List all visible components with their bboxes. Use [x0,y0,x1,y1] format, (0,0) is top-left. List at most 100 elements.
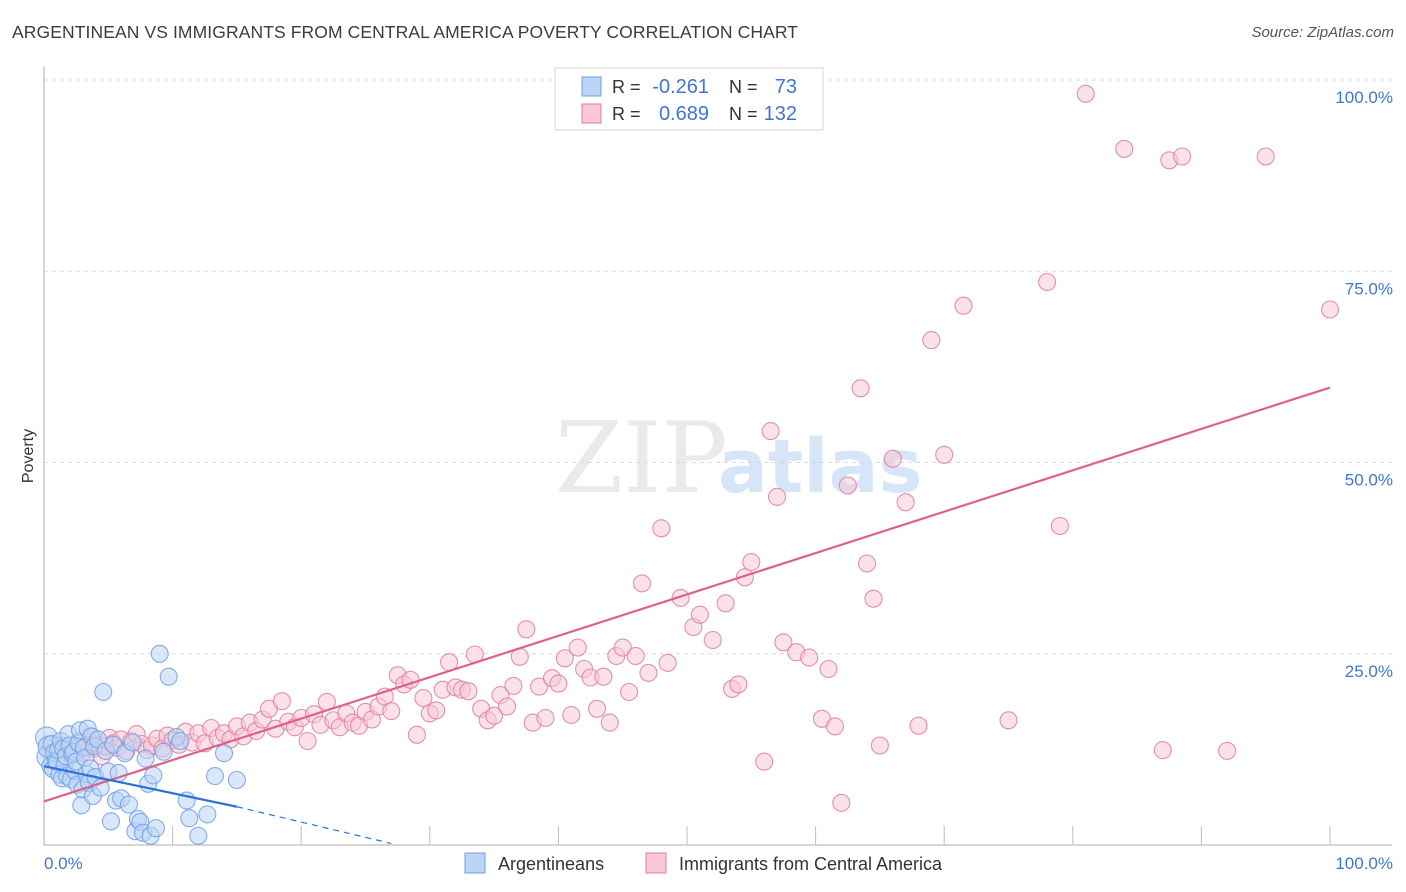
data-point [761,422,780,441]
data-point [198,805,217,824]
data-point [549,674,568,693]
data-point [800,648,819,667]
data-point [154,742,173,761]
data-point [189,826,208,845]
data-point [497,697,517,716]
data-point [819,659,838,679]
data-point [600,713,619,732]
data-point [568,638,587,657]
watermark-zip: ZIP [555,402,728,516]
data-point [1153,741,1172,760]
legend-swatch-bottom-0 [464,852,486,874]
data-point [214,744,234,763]
legend-r-label: R = [612,104,641,124]
legend-swatch-1 [581,103,602,124]
series-legend: Argentineans Immigrants from Central Amer… [464,852,943,874]
data-point [530,677,549,696]
data-point [652,519,671,538]
chart-title: ARGENTINEAN VS IMMIGRANTS FROM CENTRAL A… [12,22,799,42]
x-tick-label-0: 0.0% [44,854,83,873]
data-point [1076,84,1095,103]
y-tick-label-100: 100.0% [1335,88,1393,107]
data-point [774,633,793,652]
data-point [146,819,165,838]
data-point [136,749,155,768]
data-point [504,676,523,695]
legend-n-label: N = [729,104,758,124]
data-point [742,552,761,572]
data-point [716,594,735,613]
data-point [159,667,178,686]
legend-r-value: -0.261 [652,76,709,98]
y-tick-label-75: 75.0% [1345,279,1393,298]
data-point [864,589,883,608]
correlation-legend: R = -0.261 N = 73 R = 0.689 N = 132 [554,67,824,131]
legend-swatch-bottom-1 [645,852,667,874]
data-point [954,296,973,315]
data-point [690,605,709,624]
data-point [382,702,401,721]
x-axis-ticks: 0.0% 100.0% [44,826,1393,873]
data-point [1320,300,1340,319]
data-point [101,812,120,831]
data-point [485,706,504,725]
data-point [298,731,317,751]
legend-n-value: 73 [775,76,797,98]
data-point [922,331,941,350]
data-point [620,682,639,702]
trend-layer [43,386,1331,845]
data-point [427,701,446,720]
data-point [562,705,581,725]
data-point [658,653,677,672]
watermark: ZIP atlas [555,402,923,516]
data-point [883,449,902,468]
data-point [205,767,225,786]
trend-line-argentineans-extension [236,806,392,845]
data-point [729,675,748,694]
data-point [755,752,774,771]
trend-line-argentineans [43,765,238,808]
legend-n-value: 132 [764,103,797,125]
data-point [1218,741,1237,760]
data-point [613,638,632,657]
data-point [825,717,844,736]
data-point [94,682,113,702]
data-point [1050,516,1069,536]
data-point [414,689,433,708]
data-point [1256,147,1275,166]
data-point [144,766,163,785]
legend-label-bottom-1: Immigrants from Central America [679,854,943,874]
y-axis-tick-labels: 25.0% 50.0% 75.0% 100.0% [1335,88,1393,681]
data-point [832,793,851,812]
data-point [735,568,754,587]
data-point [119,795,138,814]
data-point [594,667,613,686]
data-point [1038,272,1057,292]
data-point [536,708,555,728]
data-point [1173,147,1192,166]
source-attribution: Source: ZipAtlas.com [1251,24,1394,41]
data-point [459,682,478,701]
data-point [517,620,536,639]
axes [43,66,1392,846]
data-point [626,646,645,666]
y-tick-label-25: 25.0% [1345,662,1393,681]
data-point [639,663,658,682]
data-point [935,445,954,464]
y-tick-label-50: 50.0% [1345,471,1393,490]
data-point [851,379,870,398]
data-point [272,692,291,711]
data-point [999,711,1018,730]
data-point [227,770,246,790]
data-point [870,736,889,755]
trend-line-immigrants [43,386,1331,803]
data-point [587,699,607,718]
data-point [180,809,199,828]
data-point [123,733,142,752]
legend-n-label: N = [729,77,758,97]
data-point [909,716,928,735]
data-point [838,476,857,495]
legend-r-label: R = [612,77,641,97]
data-point [1115,139,1134,158]
